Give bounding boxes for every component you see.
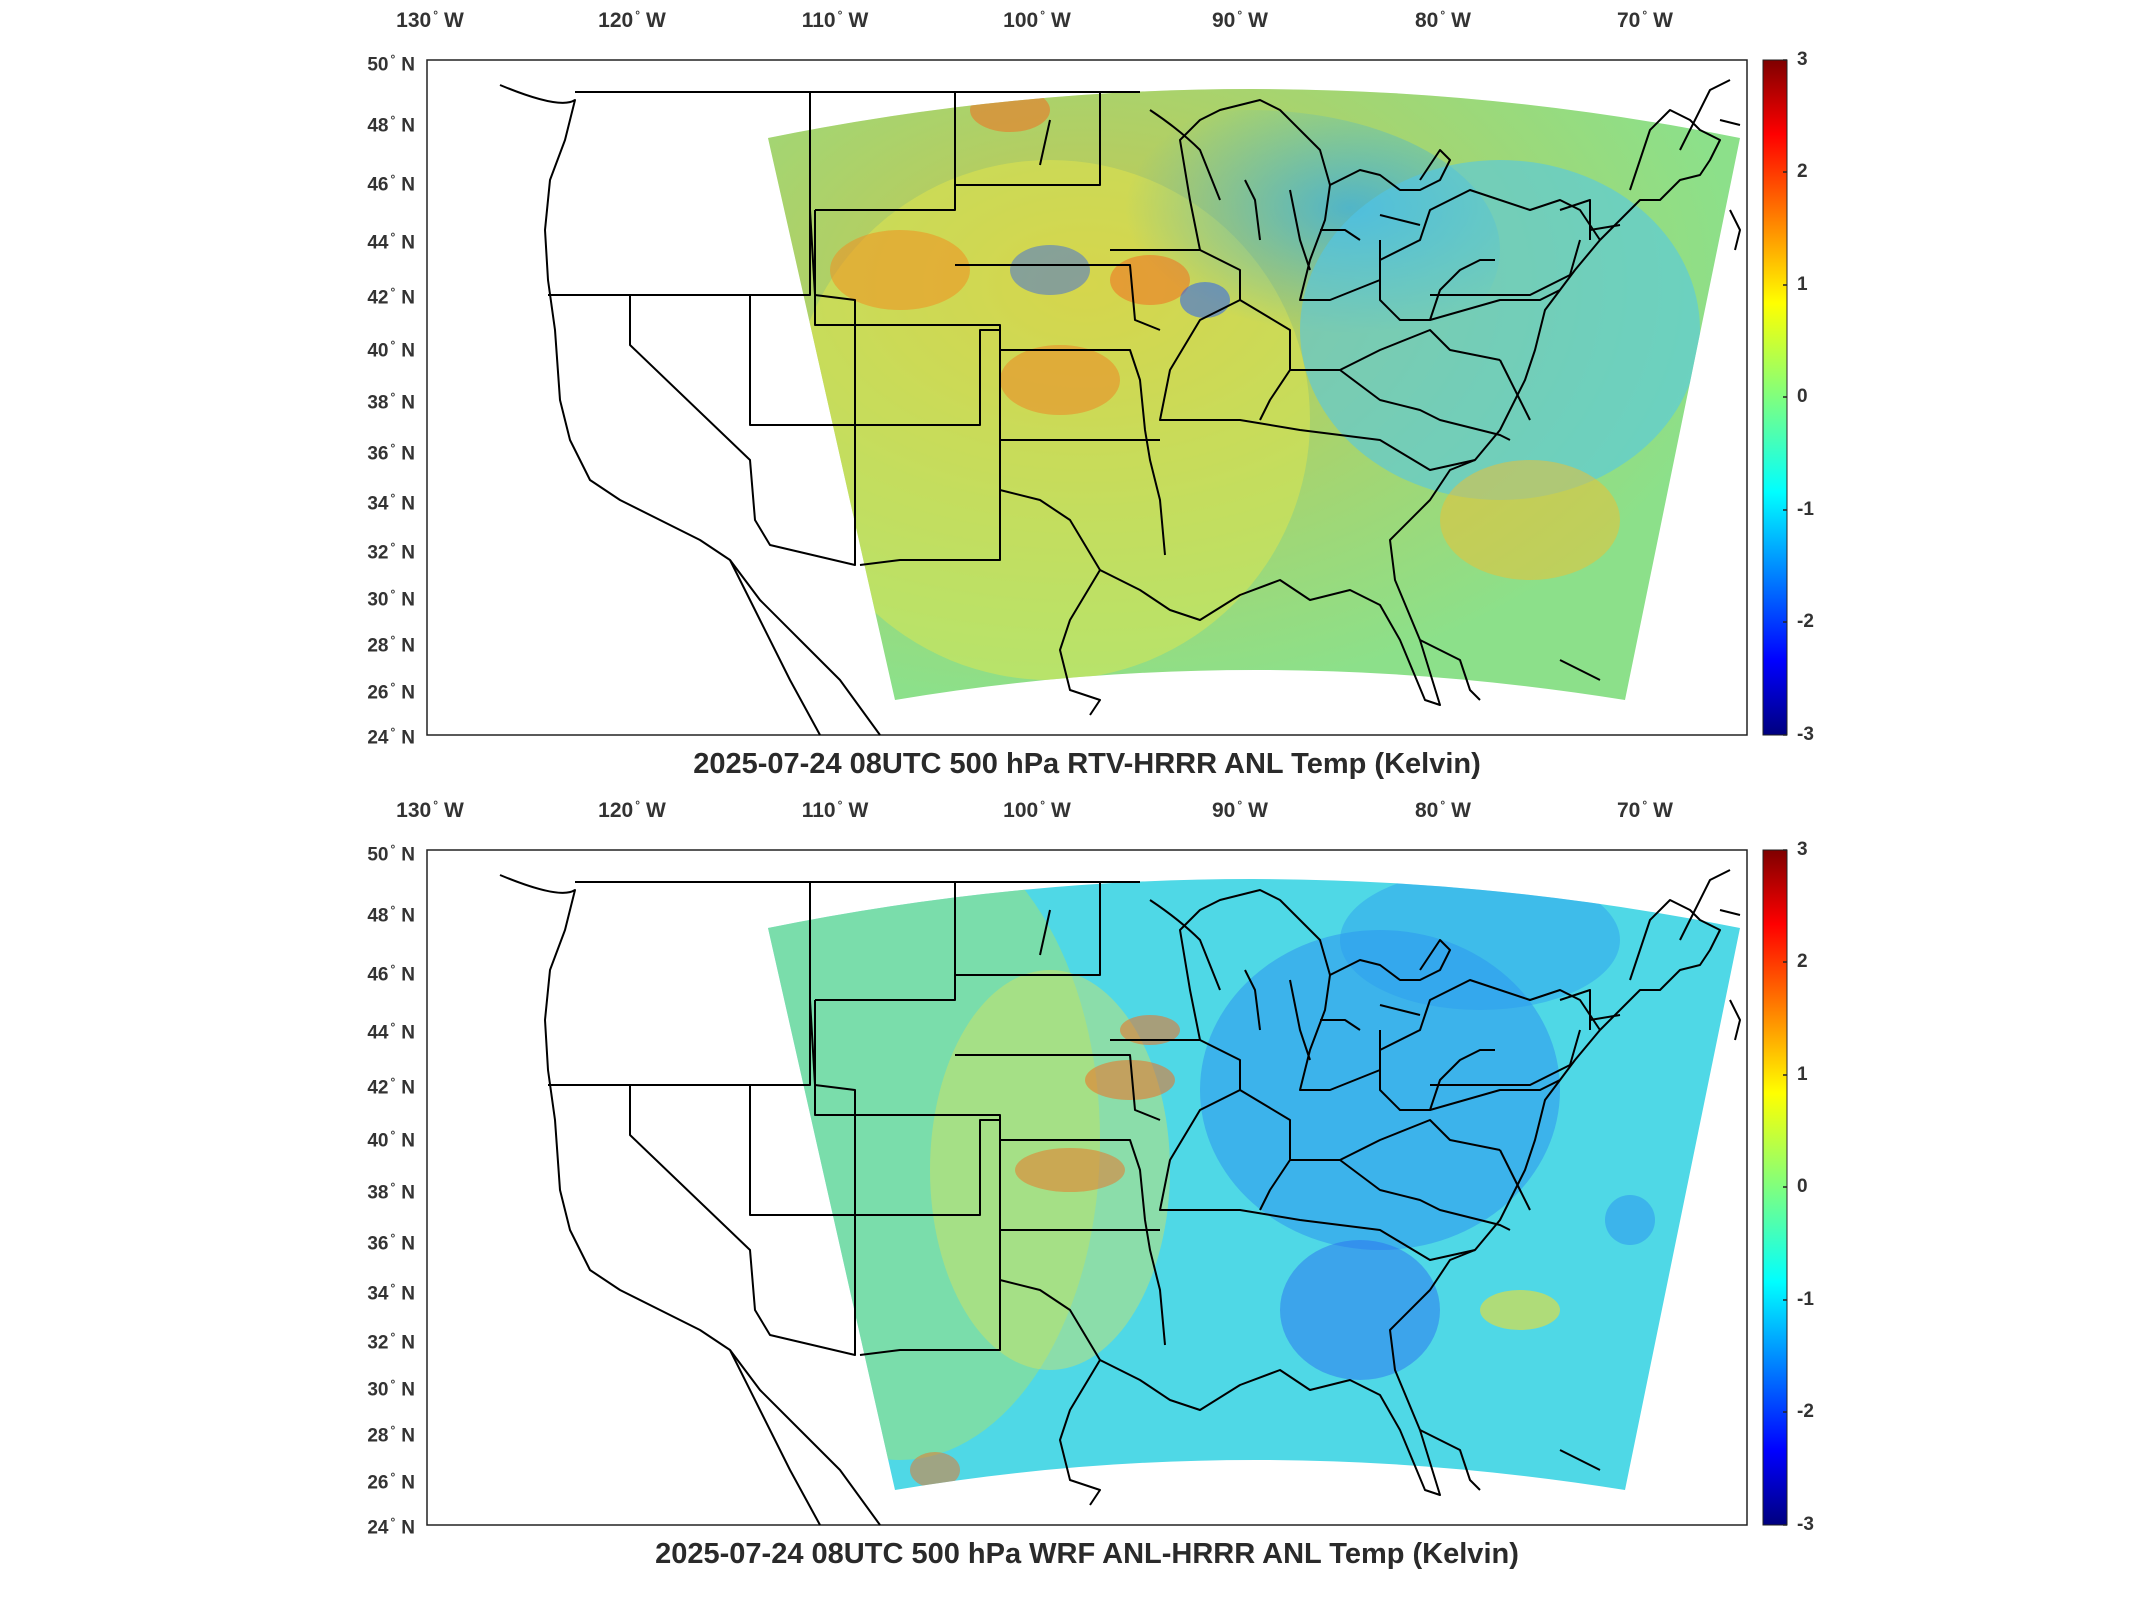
lat-tick-label: 40 ° N	[367, 338, 415, 362]
lon-tick-label: 70 ° W	[1617, 798, 1673, 822]
lat-tick-label: 42 ° N	[367, 1075, 415, 1099]
lon-tick-label: 130 ° W	[396, 8, 464, 32]
colorbar-tick-label: 1	[1797, 274, 1808, 295]
lat-tick-label: 46 ° N	[367, 962, 415, 986]
lon-tick-label: 120 ° W	[598, 8, 666, 32]
lat-tick-label: 26 ° N	[367, 1470, 415, 1494]
lat-tick-label: 30 ° N	[367, 1377, 415, 1401]
map-panel-wrf: 130 ° W 120 ° W 110 ° W 100 ° W 90 ° W 80 ° W 70 ° W 5…	[0, 790, 2133, 1600]
lat-tick-label: 48 ° N	[367, 903, 415, 927]
map-canvas	[426, 849, 1788, 1526]
lat-tick-label: 50 ° N	[367, 52, 415, 76]
lat-tick-label: 42 ° N	[367, 285, 415, 309]
colorbar-ticks	[1783, 59, 1787, 736]
lon-tick-label: 90 ° W	[1212, 8, 1268, 32]
lat-tick-label: 44 ° N	[367, 230, 415, 254]
lat-tick-label: 38 ° N	[367, 1180, 415, 1204]
lat-tick-label: 38 ° N	[367, 390, 415, 414]
coastline-and-state-borders	[499, 79, 1741, 736]
lat-tick-label: 44 ° N	[367, 1020, 415, 1044]
lat-tick-label: 26 ° N	[367, 680, 415, 704]
lon-tick-label: 70 ° W	[1617, 8, 1673, 32]
colorbar-tick-label: 2	[1797, 161, 1808, 182]
lat-tick-label: 50 ° N	[367, 842, 415, 866]
colorbar-tick-label: 3	[1797, 839, 1808, 860]
lat-tick-label: 28 ° N	[367, 633, 415, 657]
colorbar-tick-label: 0	[1797, 386, 1808, 407]
map-canvas	[426, 59, 1788, 736]
lat-tick-label: 32 ° N	[367, 1330, 415, 1354]
lat-tick-label: 34 ° N	[367, 1281, 415, 1305]
lon-tick-label: 110 ° W	[801, 798, 869, 822]
lat-tick-label: 40 ° N	[367, 1128, 415, 1152]
lon-tick-label: 90 ° W	[1212, 798, 1268, 822]
lat-tick-label: 34 ° N	[367, 491, 415, 515]
colorbar-tick-label: -3	[1797, 1514, 1814, 1535]
map-panel-rtv: 130 ° W 120 ° W 110 ° W 100 ° W 90 ° W 80 ° W 70 ° W 5…	[0, 0, 2133, 790]
colorbar-tick-label: 2	[1797, 951, 1808, 972]
lat-tick-label: 46 ° N	[367, 172, 415, 196]
colorbar-tick-label: 1	[1797, 1064, 1808, 1085]
lon-tick-label: 110 ° W	[801, 8, 869, 32]
lon-tick-label: 80 ° W	[1415, 8, 1471, 32]
colorbar-tick-label: -3	[1797, 724, 1814, 745]
colorbar-tick-label: -2	[1797, 1401, 1814, 1422]
panel-title: 2025-07-24 08UTC 500 hPa WRF ANL-HRRR AN…	[655, 1538, 1519, 1570]
lat-tick-label: 30 ° N	[367, 587, 415, 611]
colorbar-tick-label: -1	[1797, 499, 1814, 520]
lon-tick-label: 100 ° W	[1003, 798, 1071, 822]
lon-tick-label: 130 ° W	[396, 798, 464, 822]
temperature-difference-field	[768, 89, 1740, 700]
colorbar-tick-label: 0	[1797, 1176, 1808, 1197]
colorbar-ticks	[1783, 849, 1787, 1526]
panel-title: 2025-07-24 08UTC 500 hPa RTV-HRRR ANL Te…	[693, 748, 1481, 780]
colorbar-tick-label: 3	[1797, 49, 1808, 70]
lat-tick-label: 48 ° N	[367, 113, 415, 137]
lat-tick-label: 36 ° N	[367, 441, 415, 465]
lat-tick-label: 32 ° N	[367, 540, 415, 564]
coastline-and-state-borders	[499, 869, 1741, 1526]
temperature-difference-field	[768, 879, 1740, 1490]
lat-tick-label: 36 ° N	[367, 1231, 415, 1255]
lat-tick-label: 24 ° N	[367, 725, 415, 749]
colorbar-tick-label: -1	[1797, 1289, 1814, 1310]
lon-tick-label: 80 ° W	[1415, 798, 1471, 822]
lon-tick-label: 100 ° W	[1003, 8, 1071, 32]
lat-tick-label: 28 ° N	[367, 1423, 415, 1447]
lon-tick-label: 120 ° W	[598, 798, 666, 822]
colorbar-tick-label: -2	[1797, 611, 1814, 632]
lat-tick-label: 24 ° N	[367, 1515, 415, 1539]
